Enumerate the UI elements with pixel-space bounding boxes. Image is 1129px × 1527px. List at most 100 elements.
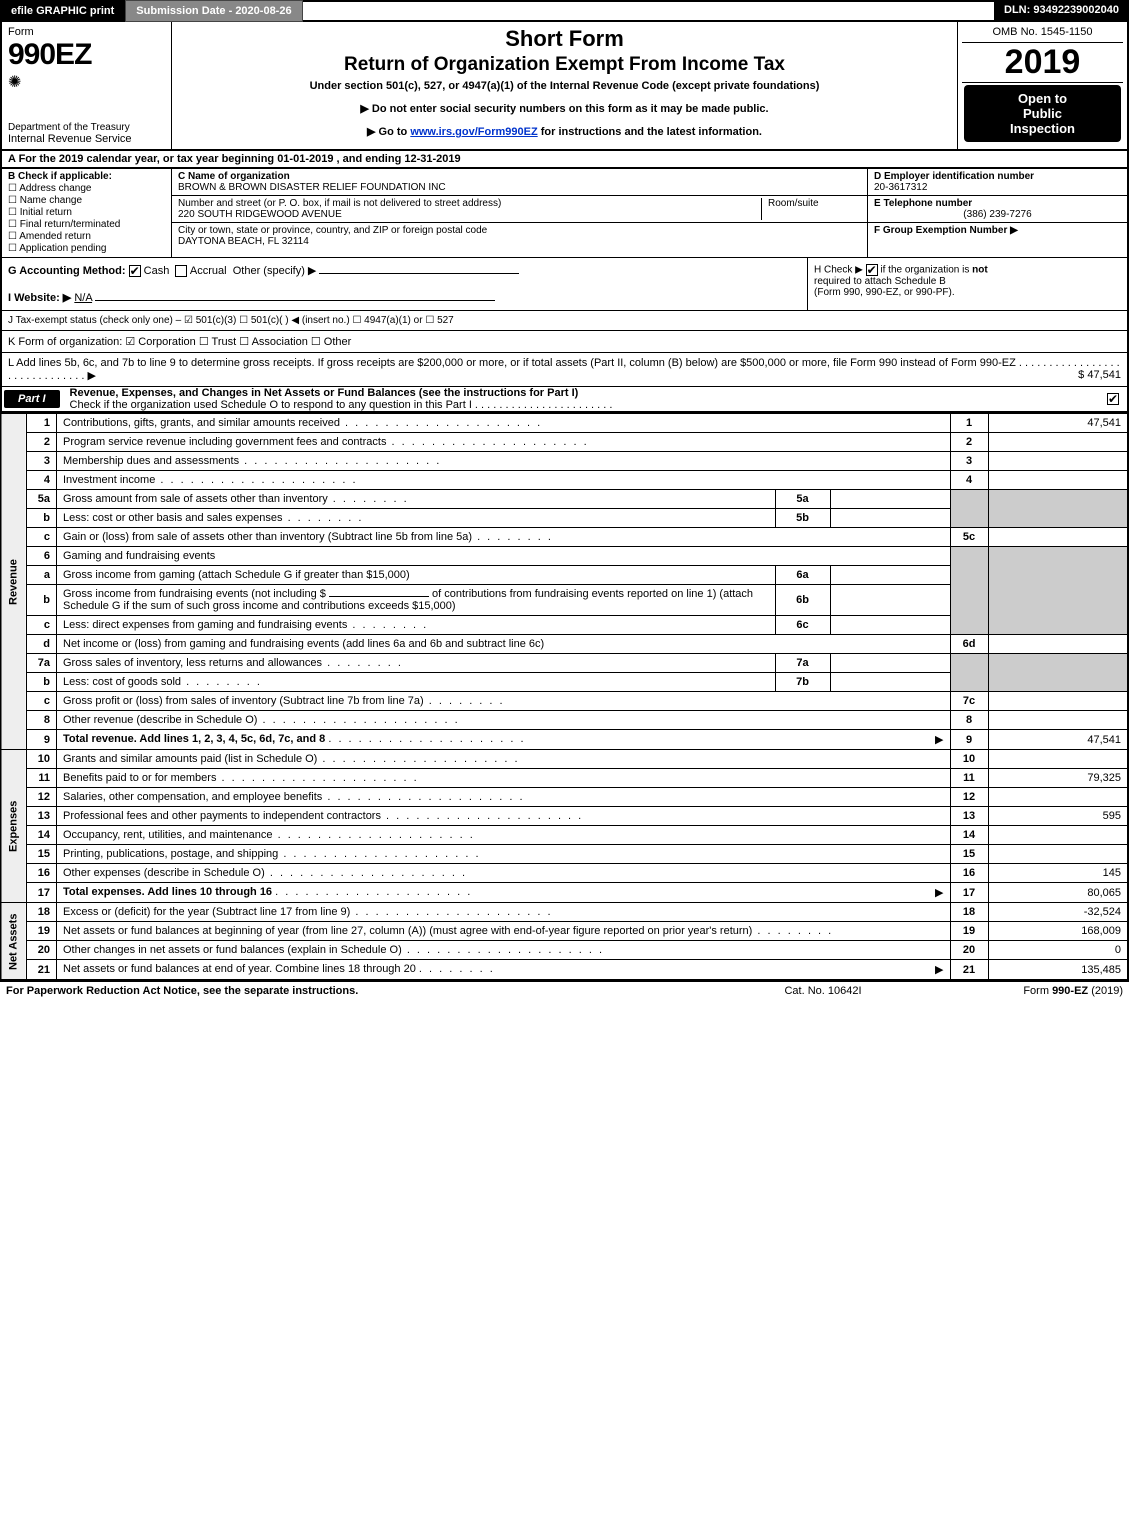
header-left: Form 990EZ ✺ Department of the Treasury … <box>2 22 172 149</box>
line-21-num: 21 <box>27 960 57 980</box>
chk-application-pending[interactable]: ☐ Application pending <box>8 243 165 254</box>
line-15-ref: 15 <box>950 845 988 864</box>
phone: (386) 239-7276 <box>874 209 1121 220</box>
line-20-desc: Other changes in net assets or fund bala… <box>57 941 951 960</box>
line-4-num: 4 <box>27 471 57 490</box>
g-other-blank[interactable] <box>319 273 519 274</box>
line-9-num: 9 <box>27 730 57 750</box>
line-6-num: 6 <box>27 547 57 566</box>
tax-year: 2019 <box>962 43 1123 83</box>
line-6b-subamt <box>830 585 950 616</box>
form-header: Form 990EZ ✺ Department of the Treasury … <box>0 22 1129 151</box>
line-1: Revenue 1 Contributions, gifts, grants, … <box>1 414 1128 433</box>
ein: 20-3617312 <box>874 182 927 193</box>
line-5a-sub: 5a <box>775 490 830 509</box>
row-k: K Form of organization: ☑ Corporation ☐ … <box>0 331 1129 353</box>
line-6d-desc: Net income or (loss) from gaming and fun… <box>57 635 951 654</box>
line-2-num: 2 <box>27 433 57 452</box>
part-i-title: Revenue, Expenses, and Changes in Net As… <box>70 387 579 399</box>
lines-table: Revenue 1 Contributions, gifts, grants, … <box>0 413 1129 980</box>
chk-address-change[interactable]: ☐ Address change <box>8 183 165 194</box>
chk-address-change-label: Address change <box>19 183 91 194</box>
row-l-amt: $ 47,541 <box>1078 369 1121 381</box>
irs-link[interactable]: www.irs.gov/Form990EZ <box>410 126 537 138</box>
page-footer: For Paperwork Reduction Act Notice, see … <box>0 980 1129 1000</box>
line-19-desc: Net assets or fund balances at beginning… <box>57 922 951 941</box>
line-2-ref: 2 <box>950 433 988 452</box>
line-14-desc: Occupancy, rent, utilities, and maintena… <box>57 826 951 845</box>
g-other: Other (specify) ▶ <box>233 265 317 277</box>
line-7a-desc: Gross sales of inventory, less returns a… <box>57 654 776 673</box>
e-label: E Telephone number <box>874 198 1121 209</box>
line-3-num: 3 <box>27 452 57 471</box>
treasury-seal-icon: ✺ <box>8 72 165 92</box>
line-10-ref: 10 <box>950 750 988 769</box>
h-text2: if the organization is <box>880 265 969 276</box>
part-i-bar: Part I Revenue, Expenses, and Changes in… <box>0 387 1129 413</box>
line-21: 21 Net assets or fund balances at end of… <box>1 960 1128 980</box>
dept-label: Department of the Treasury <box>8 92 165 133</box>
shade-6 <box>950 547 988 635</box>
line-6a-desc: Gross income from gaming (attach Schedul… <box>57 566 776 585</box>
line-18-amt: -32,524 <box>988 903 1128 922</box>
line-6b-desc: Gross income from fundraising events (no… <box>57 585 776 616</box>
b-right: D Employer identification number 20-3617… <box>867 169 1127 257</box>
line-19: 19 Net assets or fund balances at beginn… <box>1 922 1128 941</box>
chk-name-change[interactable]: ☐ Name change <box>8 195 165 206</box>
footer-mid: Cat. No. 10642I <box>723 985 923 997</box>
line-16-desc: Other expenses (describe in Schedule O) <box>57 864 951 883</box>
chk-h[interactable] <box>866 264 878 276</box>
chk-initial-return[interactable]: ☐ Initial return <box>8 207 165 218</box>
part-i-title-wrap: Revenue, Expenses, and Changes in Net As… <box>62 387 1099 411</box>
efile-print-button[interactable]: efile GRAPHIC print <box>0 0 125 22</box>
line-20: 20 Other changes in net assets or fund b… <box>1 941 1128 960</box>
shade-7 <box>950 654 988 692</box>
line-9-desc: Total revenue. Add lines 1, 2, 3, 4, 5c,… <box>63 733 325 745</box>
row-l-text: L Add lines 5b, 6c, and 7b to line 9 to … <box>8 357 1120 382</box>
city: DAYTONA BEACH, FL 32114 <box>178 236 309 247</box>
line-5a-subamt <box>830 490 950 509</box>
dln-badge: DLN: 93492239002040 <box>994 0 1129 22</box>
chk-final-return-label: Final return/terminated <box>20 219 121 230</box>
shade-6b <box>988 547 1128 635</box>
footer-right: Form 990-EZ (2019) <box>923 985 1123 997</box>
line-3: 3 Membership dues and assessments 3 <box>1 452 1128 471</box>
chk-accrual[interactable] <box>175 265 187 277</box>
line-7c-amt <box>988 692 1128 711</box>
chk-name-change-label: Name change <box>20 195 82 206</box>
line-6c-desc: Less: direct expenses from gaming and fu… <box>57 616 776 635</box>
line-15-num: 15 <box>27 845 57 864</box>
line-6d-amt <box>988 635 1128 654</box>
chk-initial-return-label: Initial return <box>20 207 72 218</box>
part-i-sub: Check if the organization used Schedule … <box>70 399 613 411</box>
line-6c-num: c <box>27 616 57 635</box>
line-17-arrow-icon: ▶ <box>935 886 943 899</box>
line-1-amt: 47,541 <box>988 414 1128 433</box>
line-5c: c Gain or (loss) from sale of assets oth… <box>1 528 1128 547</box>
line-9-arrow-icon: ▶ <box>935 733 943 746</box>
chk-final-return[interactable]: ☐ Final return/terminated <box>8 219 165 230</box>
open-2: Public <box>966 106 1119 121</box>
line-5b-num: b <box>27 509 57 528</box>
line-19-amt: 168,009 <box>988 922 1128 941</box>
line-6b-blank[interactable] <box>329 596 429 597</box>
line-17-ref: 17 <box>950 883 988 903</box>
line-6: 6 Gaming and fundraising events <box>1 547 1128 566</box>
form-label: Form <box>8 26 165 38</box>
line-6d-num: d <box>27 635 57 654</box>
line-5c-desc: Gain or (loss) from sale of assets other… <box>57 528 951 547</box>
chk-amended-return-label: Amended return <box>19 231 91 242</box>
chk-cash[interactable] <box>129 265 141 277</box>
line-14: 14 Occupancy, rent, utilities, and maint… <box>1 826 1128 845</box>
form-title-1: Short Form <box>178 26 951 52</box>
line-7a: 7a Gross sales of inventory, less return… <box>1 654 1128 673</box>
part-i-checkbox[interactable] <box>1107 393 1119 405</box>
line-18-num: 18 <box>27 903 57 922</box>
line-8-amt <box>988 711 1128 730</box>
line-6a-sub: 6a <box>775 566 830 585</box>
line-5a: 5a Gross amount from sale of assets othe… <box>1 490 1128 509</box>
line-13-desc: Professional fees and other payments to … <box>57 807 951 826</box>
line-2: 2 Program service revenue including gove… <box>1 433 1128 452</box>
line-8: 8 Other revenue (describe in Schedule O)… <box>1 711 1128 730</box>
chk-amended-return[interactable]: ☐ Amended return <box>8 231 165 242</box>
